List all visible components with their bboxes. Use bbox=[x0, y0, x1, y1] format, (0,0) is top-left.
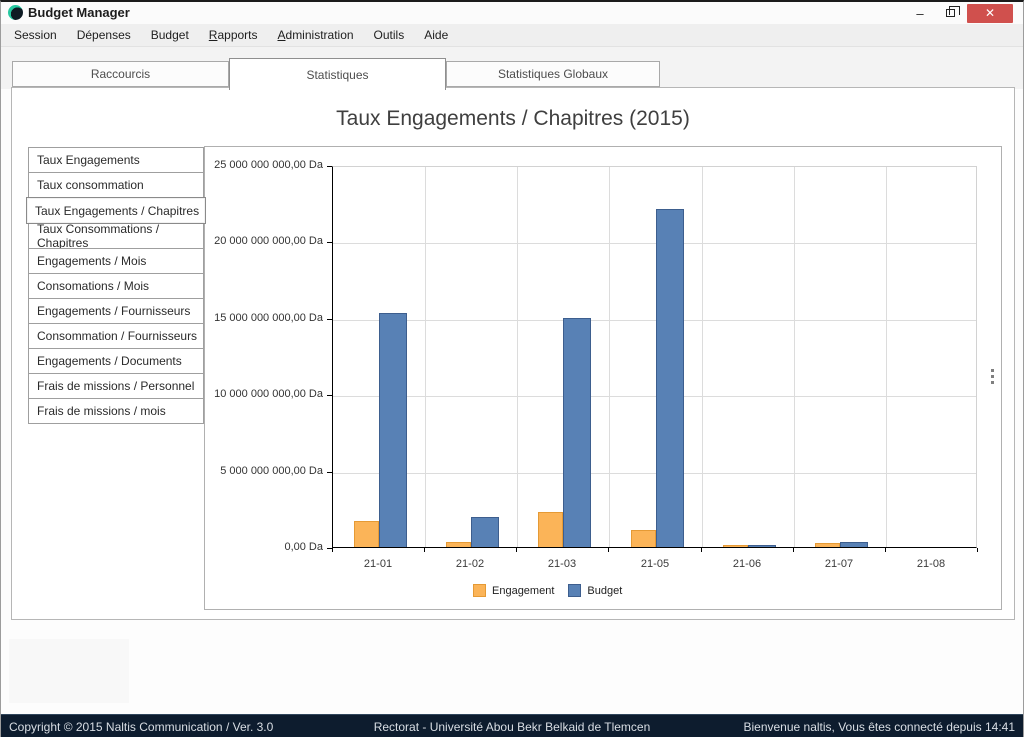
sidebar-item-consomations-mois[interactable]: Consomations / Mois bbox=[28, 273, 204, 299]
menu-aide[interactable]: Aide bbox=[424, 27, 449, 42]
tab-raccourcis[interactable]: Raccourcis bbox=[12, 61, 229, 87]
status-welcome: Bienvenue naltis, Vous êtes connecté dep… bbox=[743, 720, 1015, 734]
sidebar-item-taux-engagements[interactable]: Taux Engagements bbox=[28, 147, 204, 173]
x-tick bbox=[332, 548, 333, 552]
bar-budget-21-01 bbox=[379, 313, 407, 547]
x-tick bbox=[516, 548, 517, 552]
lower-decor-box bbox=[9, 639, 129, 703]
title-bar: Budget Manager – ✕ bbox=[1, 2, 1023, 24]
y-tick bbox=[327, 395, 332, 397]
gridline-h bbox=[333, 396, 976, 398]
minimize-button[interactable]: – bbox=[916, 5, 924, 21]
grip-handle-icon[interactable] bbox=[991, 369, 994, 384]
y-tick-label: 0,00 Da bbox=[284, 541, 323, 553]
sidebar-item-engagements-documents[interactable]: Engagements / Documents bbox=[28, 348, 204, 374]
sidebar-item-consommation-fournisseurs[interactable]: Consommation / Fournisseurs bbox=[28, 323, 204, 349]
sidebar-item-engagements-fournisseurs[interactable]: Engagements / Fournisseurs bbox=[28, 298, 204, 324]
chart-container: 0,00 Da 5 000 000 000,00 Da 10 000 000 000… bbox=[204, 146, 1002, 610]
chart-legend: Engagement Budget bbox=[473, 584, 622, 597]
sidebar-item-taux-consommations-chapitres[interactable]: Taux Consommations / Chapitres bbox=[28, 222, 204, 250]
x-tick-label: 21-08 bbox=[916, 558, 946, 570]
bar-budget-21-02 bbox=[471, 517, 499, 547]
window-title: Budget Manager bbox=[28, 5, 130, 20]
bar-engagement-21-03 bbox=[538, 512, 563, 547]
y-tick-label: 15 000 000 000,00 Da bbox=[214, 311, 323, 324]
x-tick-label: 21-03 bbox=[547, 558, 577, 570]
status-organization: Rectorat - Université Abou Bekr Belkaid … bbox=[373, 720, 651, 734]
chart-heading: Taux Engagements / Chapitres (2015) bbox=[336, 107, 690, 130]
gridline-h bbox=[333, 319, 976, 321]
sidebar-item-frais-de-missions-mois[interactable]: Frais de missions / mois bbox=[28, 398, 204, 424]
x-tick bbox=[424, 548, 425, 552]
y-tick bbox=[327, 242, 332, 244]
y-tick bbox=[327, 471, 332, 473]
sidebar-item-frais-de-missions-personnel[interactable]: Frais de missions / Personnel bbox=[28, 373, 204, 399]
gridline-v bbox=[702, 167, 703, 547]
menu-rapports[interactable]: Rapports bbox=[208, 27, 258, 42]
legend-entry-engagement: Engagement bbox=[473, 584, 554, 597]
close-button[interactable]: ✕ bbox=[967, 3, 1013, 23]
gridline-v bbox=[886, 167, 887, 547]
statistics-panel: Taux Engagements / Chapitres (2015) Taux… bbox=[11, 87, 1015, 620]
engagement-swatch-icon bbox=[473, 584, 486, 597]
y-tick bbox=[327, 166, 332, 167]
bar-engagement-21-01 bbox=[354, 521, 379, 547]
tab-strip: Raccourcis Statistiques Statistiques Glo… bbox=[1, 47, 1023, 90]
y-tick-label: 10 000 000 000,00 Da bbox=[214, 388, 323, 401]
legend-label-budget: Budget bbox=[587, 584, 623, 597]
sidebar-item-taux-engagements-chapitres[interactable]: Taux Engagements / Chapitres bbox=[26, 197, 206, 224]
menu-session[interactable]: Session bbox=[14, 27, 57, 42]
x-tick-label: 21-01 bbox=[363, 558, 393, 570]
bar-engagement-21-06 bbox=[723, 545, 748, 547]
tab-statistiques-globaux[interactable]: Statistiques Globaux bbox=[446, 61, 660, 87]
y-tick-label: 5 000 000 000,00 Da bbox=[220, 464, 323, 477]
gridline-v bbox=[425, 167, 426, 547]
gridline-v bbox=[609, 167, 610, 547]
sidebar-item-taux-consommation[interactable]: Taux consommation bbox=[28, 172, 204, 198]
x-tick bbox=[793, 548, 794, 552]
tab-statistiques[interactable]: Statistiques bbox=[229, 58, 446, 90]
app-icon bbox=[8, 5, 23, 20]
plot-area bbox=[332, 166, 977, 548]
y-tick-label: 20 000 000 000,00 Da bbox=[214, 235, 323, 248]
x-tick-label: 21-06 bbox=[732, 558, 762, 570]
bar-budget-21-07 bbox=[840, 542, 868, 547]
gridline-h bbox=[333, 243, 976, 245]
legend-label-engagement: Engagement bbox=[492, 584, 555, 597]
y-tick-label: 25 000 000 000,00 Da bbox=[214, 159, 323, 171]
status-bar: Copyright © 2015 Naltis Communication / … bbox=[1, 714, 1023, 737]
menu-administration[interactable]: Administration bbox=[277, 27, 354, 42]
x-tick bbox=[701, 548, 702, 552]
bar-engagement-21-02 bbox=[446, 542, 471, 547]
menu-outils[interactable]: Outils bbox=[373, 27, 405, 42]
x-tick bbox=[608, 548, 609, 552]
bar-budget-21-03 bbox=[563, 318, 591, 547]
budget-swatch-icon bbox=[568, 584, 582, 597]
restore-icon bbox=[945, 6, 960, 17]
bar-budget-21-05 bbox=[656, 209, 684, 547]
y-tick bbox=[327, 318, 332, 320]
bar-engagement-21-05 bbox=[631, 530, 656, 547]
bar-budget-21-06 bbox=[748, 545, 776, 547]
x-tick-label: 21-02 bbox=[455, 558, 485, 570]
status-copyright: Copyright © 2015 Naltis Communication / … bbox=[9, 720, 274, 734]
statistics-sidebar: Taux Engagements Taux consommation Taux En… bbox=[26, 147, 206, 424]
x-tick-label: 21-07 bbox=[824, 558, 854, 570]
gridline-v bbox=[517, 167, 518, 547]
menu-bar: Session Dépenses Budget Rapports Administrat… bbox=[1, 24, 1023, 47]
bar-engagement-21-07 bbox=[815, 543, 840, 547]
sidebar-item-engagements-mois[interactable]: Engagements / Mois bbox=[28, 248, 204, 274]
menu-budget[interactable]: Budget bbox=[150, 27, 189, 42]
window-controls: – ✕ bbox=[907, 3, 1013, 23]
x-tick bbox=[885, 548, 886, 552]
y-tick bbox=[327, 548, 332, 549]
menu-d-penses[interactable]: Dépenses bbox=[76, 27, 131, 42]
gridline-h bbox=[333, 472, 976, 474]
gridline-v bbox=[794, 167, 795, 547]
x-tick-label: 21-05 bbox=[640, 558, 670, 570]
legend-entry-budget: Budget bbox=[568, 584, 622, 597]
restore-button[interactable] bbox=[937, 4, 963, 22]
x-tick bbox=[977, 548, 978, 552]
